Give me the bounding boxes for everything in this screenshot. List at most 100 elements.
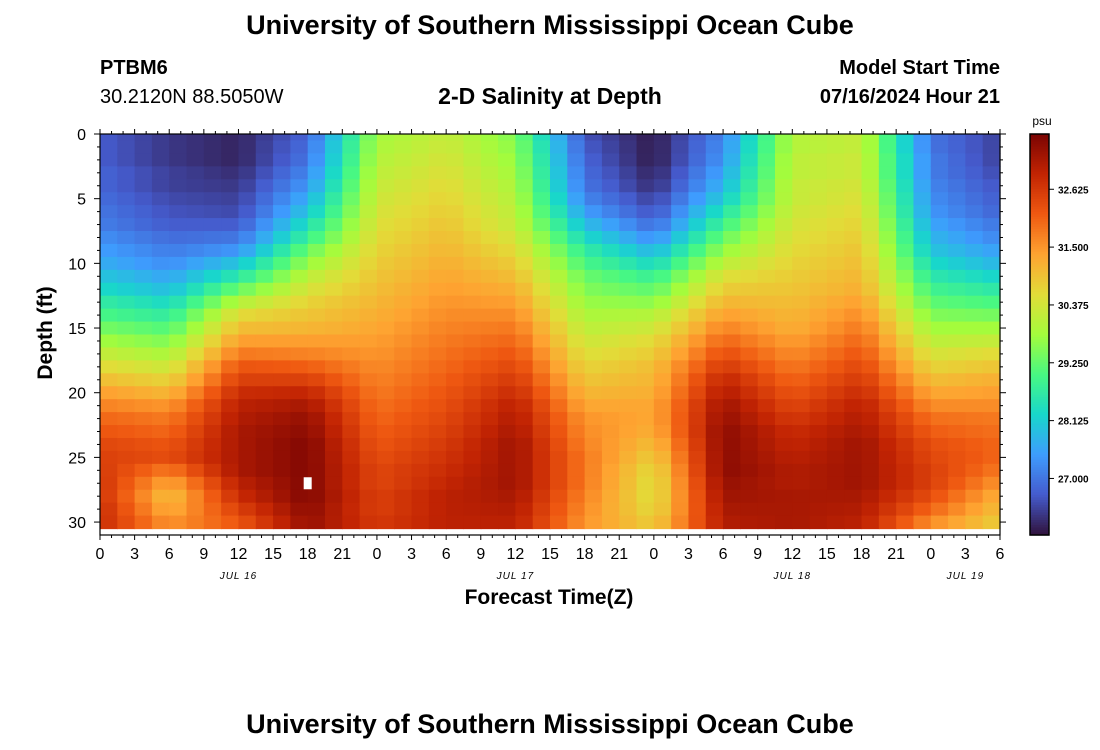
- heatmap-cell: [965, 205, 984, 219]
- heatmap-cell: [982, 476, 1001, 491]
- heatmap-cell: [878, 256, 897, 271]
- heatmap-cell: [480, 502, 499, 517]
- heatmap-cell: [775, 231, 793, 245]
- heatmap-cell: [238, 308, 257, 323]
- heatmap-cell: [273, 489, 291, 504]
- heatmap-cell: [965, 489, 984, 504]
- colorbar-segment: [1030, 204, 1049, 208]
- heatmap-cell: [238, 321, 257, 336]
- colorbar-segment: [1030, 149, 1049, 153]
- heatmap-cell: [221, 134, 240, 142]
- heatmap-cell: [913, 256, 932, 271]
- heatmap-cell: [498, 205, 516, 219]
- heatmap-cell: [809, 231, 828, 245]
- colorbar-segment: [1030, 299, 1049, 303]
- heatmap-cell: [688, 140, 707, 155]
- colorbar-segment: [1030, 294, 1049, 298]
- heatmap-cell: [965, 243, 984, 258]
- heatmap-cell: [221, 437, 240, 452]
- heatmap-cell: [567, 218, 586, 232]
- heatmap-cell: [671, 502, 690, 517]
- heatmap-cell: [601, 243, 620, 258]
- heatmap-cell: [376, 334, 395, 349]
- heatmap-cell: [636, 386, 655, 400]
- colorbar-segment: [1030, 259, 1049, 263]
- heatmap-cell: [619, 140, 638, 155]
- heatmap-cell: [290, 425, 309, 439]
- heatmap-cell: [307, 321, 326, 336]
- heatmap-cell: [446, 502, 465, 517]
- heatmap-cell: [930, 256, 949, 271]
- colorbar-segment: [1030, 509, 1049, 514]
- heatmap-cell: [930, 153, 949, 167]
- heatmap-cell: [238, 515, 257, 530]
- heatmap-cell: [861, 360, 880, 374]
- heatmap-cell: [532, 373, 551, 387]
- colorbar-segment: [1030, 467, 1049, 471]
- x-tick-label: 18: [576, 546, 594, 563]
- heatmap-cell: [117, 295, 136, 310]
- heatmap-cell: [775, 243, 793, 258]
- heatmap-cell: [844, 334, 863, 349]
- heatmap-cell: [463, 347, 482, 361]
- heatmap-cell: [463, 373, 482, 387]
- heatmap-cell: [948, 153, 966, 167]
- heatmap-cell: [844, 269, 863, 284]
- heatmap-cell: [809, 140, 828, 155]
- colorbar-tick-label: 32.625: [1058, 185, 1089, 196]
- heatmap-cell: [740, 347, 759, 361]
- heatmap-cell: [550, 140, 568, 155]
- colorbar-segment: [1030, 274, 1049, 278]
- heatmap-cell: [359, 425, 378, 439]
- heatmap-cell: [446, 153, 465, 167]
- heatmap-cell: [532, 153, 551, 167]
- heatmap-cell: [878, 386, 897, 400]
- x-tick-label: 12: [230, 546, 248, 563]
- heatmap-cell: [532, 295, 551, 310]
- heatmap-cell: [930, 476, 949, 491]
- heatmap-cell: [203, 231, 222, 245]
- heatmap-cell: [186, 476, 205, 491]
- heatmap-cell: [515, 269, 534, 284]
- colorbar-segment: [1030, 311, 1049, 316]
- heatmap-cell: [653, 231, 672, 245]
- heatmap-cell: [861, 450, 880, 465]
- heatmap-cell: [740, 412, 759, 426]
- heatmap-cell: [532, 463, 551, 478]
- heatmap-cell: [619, 347, 638, 361]
- heatmap-cell: [411, 399, 430, 413]
- colorbar-segment: [1030, 306, 1049, 311]
- heatmap-cell: [342, 321, 361, 336]
- heatmap-cell: [290, 360, 309, 374]
- colorbar-segment: [1030, 392, 1049, 396]
- heatmap-cell: [723, 450, 741, 465]
- colorbar-segment: [1030, 171, 1049, 175]
- heatmap-cell: [844, 450, 863, 465]
- heatmap-cell: [671, 231, 690, 245]
- heatmap-cell: [169, 489, 188, 504]
- heatmap-cell: [653, 373, 672, 387]
- heatmap-cell: [653, 502, 672, 517]
- heatmap-cell: [169, 282, 188, 297]
- heatmap-cell: [844, 308, 863, 323]
- heatmap-cell: [930, 243, 949, 258]
- heatmap-cell: [861, 334, 880, 349]
- heatmap-cell: [930, 231, 949, 245]
- heatmap-cell: [705, 425, 724, 439]
- heatmap-cell: [705, 321, 724, 336]
- heatmap-cell: [948, 218, 966, 232]
- heatmap-cell: [411, 515, 430, 530]
- heatmap-cell: [740, 321, 759, 336]
- heatmap-cell: [255, 295, 274, 310]
- heatmap-cell: [688, 179, 707, 193]
- heatmap-cell: [757, 463, 776, 478]
- heatmap-cell: [325, 192, 343, 206]
- heatmap-cell: [584, 134, 603, 142]
- heatmap-cell: [619, 166, 638, 180]
- model-start-value: 07/16/2024 Hour 21: [819, 86, 1000, 108]
- heatmap-cell: [878, 179, 897, 193]
- x-tick-label: 6: [165, 546, 174, 563]
- heatmap-cell: [411, 256, 430, 271]
- heatmap-cell: [273, 437, 291, 452]
- heatmap-cell: [930, 386, 949, 400]
